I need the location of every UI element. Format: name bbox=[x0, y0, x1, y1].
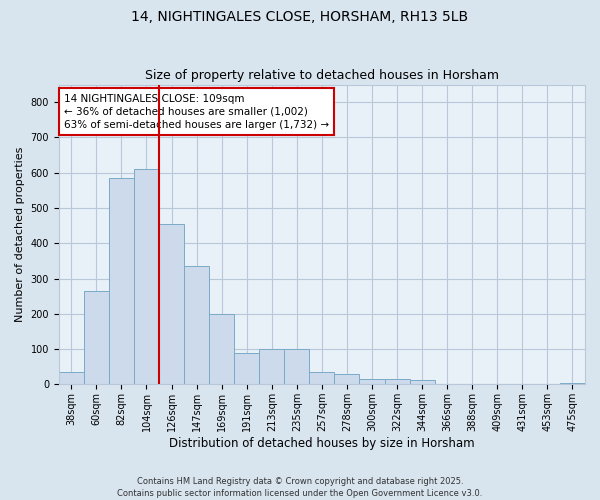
X-axis label: Distribution of detached houses by size in Horsham: Distribution of detached houses by size … bbox=[169, 437, 475, 450]
Bar bbox=[385, 379, 410, 384]
Title: Size of property relative to detached houses in Horsham: Size of property relative to detached ho… bbox=[145, 69, 499, 82]
Bar bbox=[334, 374, 359, 384]
Bar bbox=[410, 380, 434, 384]
Bar bbox=[59, 372, 84, 384]
Bar bbox=[109, 178, 134, 384]
Y-axis label: Number of detached properties: Number of detached properties bbox=[15, 146, 25, 322]
Bar bbox=[310, 372, 334, 384]
Bar bbox=[159, 224, 184, 384]
Bar bbox=[234, 352, 259, 384]
Bar bbox=[84, 291, 109, 384]
Bar bbox=[359, 379, 385, 384]
Bar bbox=[209, 314, 234, 384]
Bar bbox=[134, 169, 159, 384]
Bar bbox=[284, 349, 310, 384]
Text: Contains HM Land Registry data © Crown copyright and database right 2025.
Contai: Contains HM Land Registry data © Crown c… bbox=[118, 476, 482, 498]
Bar bbox=[184, 266, 209, 384]
Bar bbox=[560, 382, 585, 384]
Text: 14 NIGHTINGALES CLOSE: 109sqm
← 36% of detached houses are smaller (1,002)
63% o: 14 NIGHTINGALES CLOSE: 109sqm ← 36% of d… bbox=[64, 94, 329, 130]
Bar bbox=[259, 349, 284, 384]
Text: 14, NIGHTINGALES CLOSE, HORSHAM, RH13 5LB: 14, NIGHTINGALES CLOSE, HORSHAM, RH13 5L… bbox=[131, 10, 469, 24]
